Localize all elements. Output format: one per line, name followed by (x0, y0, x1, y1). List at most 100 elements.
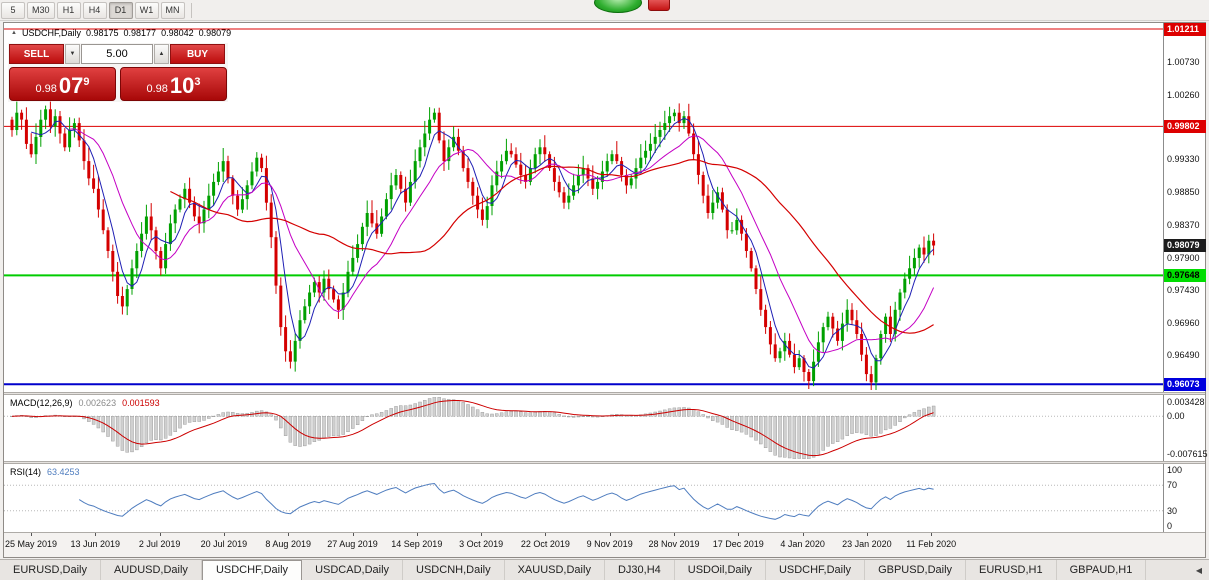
date-label: 14 Sep 2019 (391, 539, 443, 549)
price-axis-label: 0.99330 (1167, 154, 1200, 165)
price-axis-label: 0.96490 (1167, 350, 1200, 361)
date-label: 17 Dec 2019 (712, 539, 764, 549)
rsi-value: 63.4253 (47, 467, 80, 477)
overlay-red-button[interactable] (648, 0, 670, 11)
chart-tab-xauusd-daily[interactable]: XAUUSD,Daily (505, 560, 605, 580)
timeframe-button-mn[interactable]: MN (160, 1, 185, 19)
time-axis-tick (738, 533, 740, 536)
panel-splitter[interactable] (4, 461, 1205, 464)
buy-price-button[interactable]: 0.98 10 3 (120, 67, 227, 101)
chart-tab-eurusd-h1[interactable]: EURUSD,H1 (966, 560, 1057, 580)
buy-button[interactable]: BUY (170, 44, 225, 64)
ask-prefix: 0.98 (146, 83, 168, 95)
price-axis-label: 70 (1167, 480, 1178, 491)
timeframe-button-h4[interactable]: H4 (82, 1, 107, 19)
chart-tab-usdchf-daily[interactable]: USDCHF,Daily (201, 560, 303, 580)
time-axis-tick (95, 533, 97, 536)
chart-tab-list: EURUSD,Daily AUDUSD,Daily USDCHF,Daily USDC… (0, 560, 1189, 580)
price-badge: 1.01211 (1164, 23, 1206, 36)
date-label: 20 Jul 2019 (200, 539, 248, 549)
date-label: 23 Jan 2020 (842, 539, 892, 549)
timeframe-button-d1[interactable]: D1 (108, 1, 133, 19)
time-axis-tick (931, 533, 933, 536)
price-axis[interactable]: 1.00730 1.00260 0.99330 0.98850 0.98370 0.979… (1163, 23, 1208, 532)
price-axis-label: 0.98370 (1167, 220, 1200, 231)
sell-button[interactable]: SELL (9, 44, 64, 64)
macd-name: MACD(12,26,9) (10, 398, 73, 408)
symbol-label: USDCHF,Daily (21, 28, 81, 38)
chart-tab-audusd-daily[interactable]: AUDUSD,Daily (101, 560, 202, 580)
main-chart-canvas[interactable] (4, 27, 1163, 390)
time-axis-tick (674, 533, 675, 536)
panel-splitter[interactable] (4, 392, 1205, 395)
date-label: 4 Jan 2020 (780, 539, 825, 549)
one-click-toggle-icon[interactable]: ▲ (11, 30, 17, 36)
price-axis-label: 0.96960 (1167, 317, 1200, 328)
price-axis-label: 0 (1167, 521, 1173, 531)
macd-canvas[interactable] (4, 397, 1163, 459)
ask-big-digits: 10 (169, 73, 195, 98)
price-badge: 0.99802 (1164, 119, 1206, 133)
time-axis-tick (31, 533, 32, 536)
time-axis-tick (545, 533, 547, 536)
close-value: 0.98079 (198, 28, 232, 38)
timeframe-button-h1[interactable]: H1 (56, 1, 81, 19)
price-axis-label: 1.00730 (1167, 57, 1200, 68)
time-axis-tick (609, 533, 611, 536)
price-axis-label: 0.97900 (1167, 252, 1200, 263)
bid-big-digits: 07 (58, 73, 84, 98)
price-axis-label: 1.00260 (1167, 89, 1200, 100)
time-axis-tick (159, 533, 161, 536)
timeframe-button-m30[interactable]: M30 (27, 1, 55, 19)
toolbar-separator (190, 2, 192, 18)
price-badge: 0.97648 (1164, 268, 1206, 282)
time-axis[interactable]: 25 May 2019 13 Jun 2019 2 Jul 2019 20 Jul 2… (4, 532, 1205, 557)
price-axis-label: 0.00 (1167, 411, 1185, 422)
price-badge: 0.98079 (1164, 239, 1206, 253)
date-label: 28 Nov 2019 (648, 539, 700, 549)
timeframe-button-w1[interactable]: W1 (134, 1, 159, 19)
rsi-canvas[interactable] (4, 466, 1163, 530)
date-label: 13 Jun 2019 (70, 539, 121, 549)
macd-label: MACD(12,26,9) 0.002623 0.001593 (10, 398, 160, 408)
price-axis-label: 0.98850 (1167, 187, 1200, 198)
chart-tab-gbpusd-daily[interactable]: GBPUSD,Daily (865, 560, 967, 580)
chart-tab-dj30-h4[interactable]: DJ30,H4 (605, 560, 675, 580)
low-value: 0.98042 (161, 28, 194, 38)
one-click-trading-panel: SELL ▼ ▲ BUY 0.98 07 9 0.98 10 3 (8, 43, 228, 102)
chart-tab-gbpaud-h1[interactable]: GBPAUD,H1 (1057, 560, 1147, 580)
date-label: 2 Jul 2019 (138, 539, 181, 549)
price-axis-label: -0.007615 (1167, 449, 1208, 459)
rsi-label: RSI(14) 63.4253 (10, 467, 80, 477)
price-axis-label: 30 (1167, 505, 1178, 516)
timeframe-button-5[interactable]: 5 (1, 1, 25, 19)
open-value: 0.98175 (85, 28, 119, 38)
time-axis-tick (481, 533, 483, 536)
date-label: 22 Oct 2019 (520, 539, 570, 549)
chevron-down-icon: ▼ (69, 51, 76, 57)
tab-scroll-left-button[interactable]: ◀ (1189, 560, 1209, 580)
chart-tab-bar: EURUSD,Daily AUDUSD,Daily USDCHF,Daily USDC… (0, 559, 1209, 580)
rsi-name: RSI(14) (10, 467, 42, 477)
date-label: 3 Oct 2019 (459, 539, 504, 549)
date-label: 11 Feb 2020 (906, 539, 957, 549)
macd-signal-value: 0.001593 (122, 398, 160, 408)
chart-tab-usdchf-daily[interactable]: USDCHF,Daily (766, 560, 866, 580)
chart-tab-usdoil-daily[interactable]: USDOil,Daily (675, 560, 766, 580)
chart-tab-usdcad-daily[interactable]: USDCAD,Daily (302, 560, 404, 580)
price-axis-label: 100 (1167, 465, 1183, 475)
date-label: 8 Aug 2019 (265, 539, 311, 549)
macd-value: 0.002623 (78, 398, 117, 408)
volume-decrease-button[interactable]: ▼ (65, 44, 80, 64)
chart-tab-eurusd-daily[interactable]: EURUSD,Daily (0, 560, 101, 580)
sell-price-button[interactable]: 0.98 07 9 (9, 67, 116, 101)
rsi-panel: RSI(14) 63.4253 (4, 464, 1205, 532)
price-badge: 0.96073 (1164, 377, 1206, 391)
tab-scroll-left-icon: ◀ (1195, 565, 1203, 575)
volume-increase-button[interactable]: ▲ (154, 44, 169, 64)
date-label: 27 Aug 2019 (327, 539, 378, 549)
chart-window: ▲ USDCHF,Daily 0.98175 0.98177 0.98042 0… (3, 22, 1208, 558)
chart-tab-usdcnh-daily[interactable]: USDCNH,Daily (403, 560, 505, 580)
date-label: 25 May 2019 (4, 539, 58, 549)
volume-input[interactable] (81, 44, 153, 64)
